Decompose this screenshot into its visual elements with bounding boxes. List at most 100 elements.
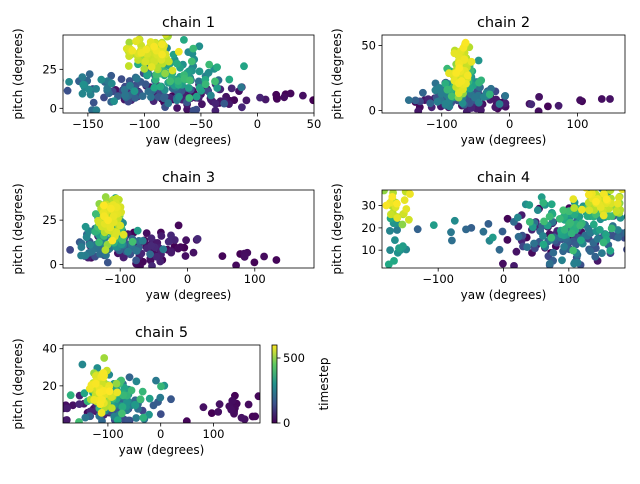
y-tick-label: 0 [369,103,376,117]
scatter-point [132,401,140,409]
x-axis-label: yaw (degrees) [461,133,547,147]
scatter-point [182,252,190,260]
scatter-point [121,91,129,99]
scatter-point [75,400,83,408]
scatter-point [92,380,100,388]
colorbar-tick-label: 0 [283,416,290,430]
scatter-point [120,231,128,239]
y-tick-label: 10 [361,243,376,257]
scatter-point [161,70,169,78]
scatter-point [555,102,563,110]
scatter-point [126,373,134,381]
scatter-point [161,93,169,101]
scatter-point [576,222,584,230]
scatter-point [65,78,73,86]
scatter-point [496,246,504,254]
scatter-point [113,380,121,388]
scatter-point [382,202,390,210]
scatter-point [445,69,453,77]
scatter-point [156,83,164,91]
scatter-point [173,104,181,112]
y-tick-label: 50 [361,38,376,52]
scatter-point [211,78,219,86]
x-tick-label: 0 [500,272,507,286]
scatter-point [119,403,127,411]
scatter-point [79,81,87,89]
scatter-point [133,378,141,386]
scatter-point [125,62,133,70]
x-axis-label: yaw (degrees) [146,288,232,302]
scatter-point [388,193,396,201]
scatter-point [64,87,72,95]
scatter-point [133,75,141,83]
scatter-point [128,47,136,55]
scatter-point [582,184,590,192]
scatter-point [146,395,154,403]
scatter-point [106,224,114,232]
y-tick-label: 20 [42,379,57,393]
scatter-point [606,95,614,103]
scatter-point [185,84,193,92]
scatter-point [447,228,455,236]
scatter-point [213,84,221,92]
scatter-point [405,216,413,224]
scatter-point [569,247,577,255]
x-tick-label: 0 [506,117,513,131]
scatter-point [79,361,87,369]
scatter-point [108,404,116,412]
scatter-point [280,93,288,101]
scatter-point [77,252,85,260]
scatter-point [96,400,104,408]
y-tick-label: 20 [361,221,376,235]
subplot-title: chain 1 [162,15,215,31]
scatter-point [309,96,317,104]
scatter-point [393,214,401,222]
scatter-point [558,256,566,264]
scatter-point [499,260,507,268]
scatter-point [213,63,221,71]
scatter-point [139,388,147,396]
scatter-point [590,221,598,229]
scatter-point [47,238,55,246]
scatter-point [92,85,100,93]
scatter-point [598,95,606,103]
scatter-point [207,92,215,100]
y-tick-label: 25 [42,62,57,76]
scatter-point [165,238,173,246]
scatter-point [600,239,608,247]
scatter-point [180,36,188,44]
scatter-point [174,245,182,253]
scatter-point [82,223,90,231]
scatter-point [255,392,263,400]
scatter-point [175,93,183,101]
scatter-point [544,103,552,111]
scatter-point [504,236,512,244]
scatter-point [146,250,154,258]
scatter-point [448,92,456,100]
scatter-point [455,64,463,72]
scatter-point [486,91,494,99]
scatter-point [133,247,141,255]
scatter-point [385,261,393,269]
scatter-point [468,58,476,66]
scatter-point [100,202,108,210]
scatter-point [626,233,634,241]
scatter-point [527,100,535,108]
scatter-point [110,97,118,105]
scatter-point [228,85,236,93]
scatter-point [462,226,470,234]
scatter-point [189,45,197,53]
scatter-point [185,94,193,102]
scatter-point [272,91,280,99]
scatter-point [260,253,268,261]
scatter-point [142,58,150,66]
scatter-point [139,414,147,422]
scatter-point [578,206,586,214]
scatter-point [166,77,174,85]
scatter-point [570,260,578,268]
scatter-point [623,229,631,237]
x-tick-label: −100 [426,117,458,131]
scatter-point [566,219,574,227]
